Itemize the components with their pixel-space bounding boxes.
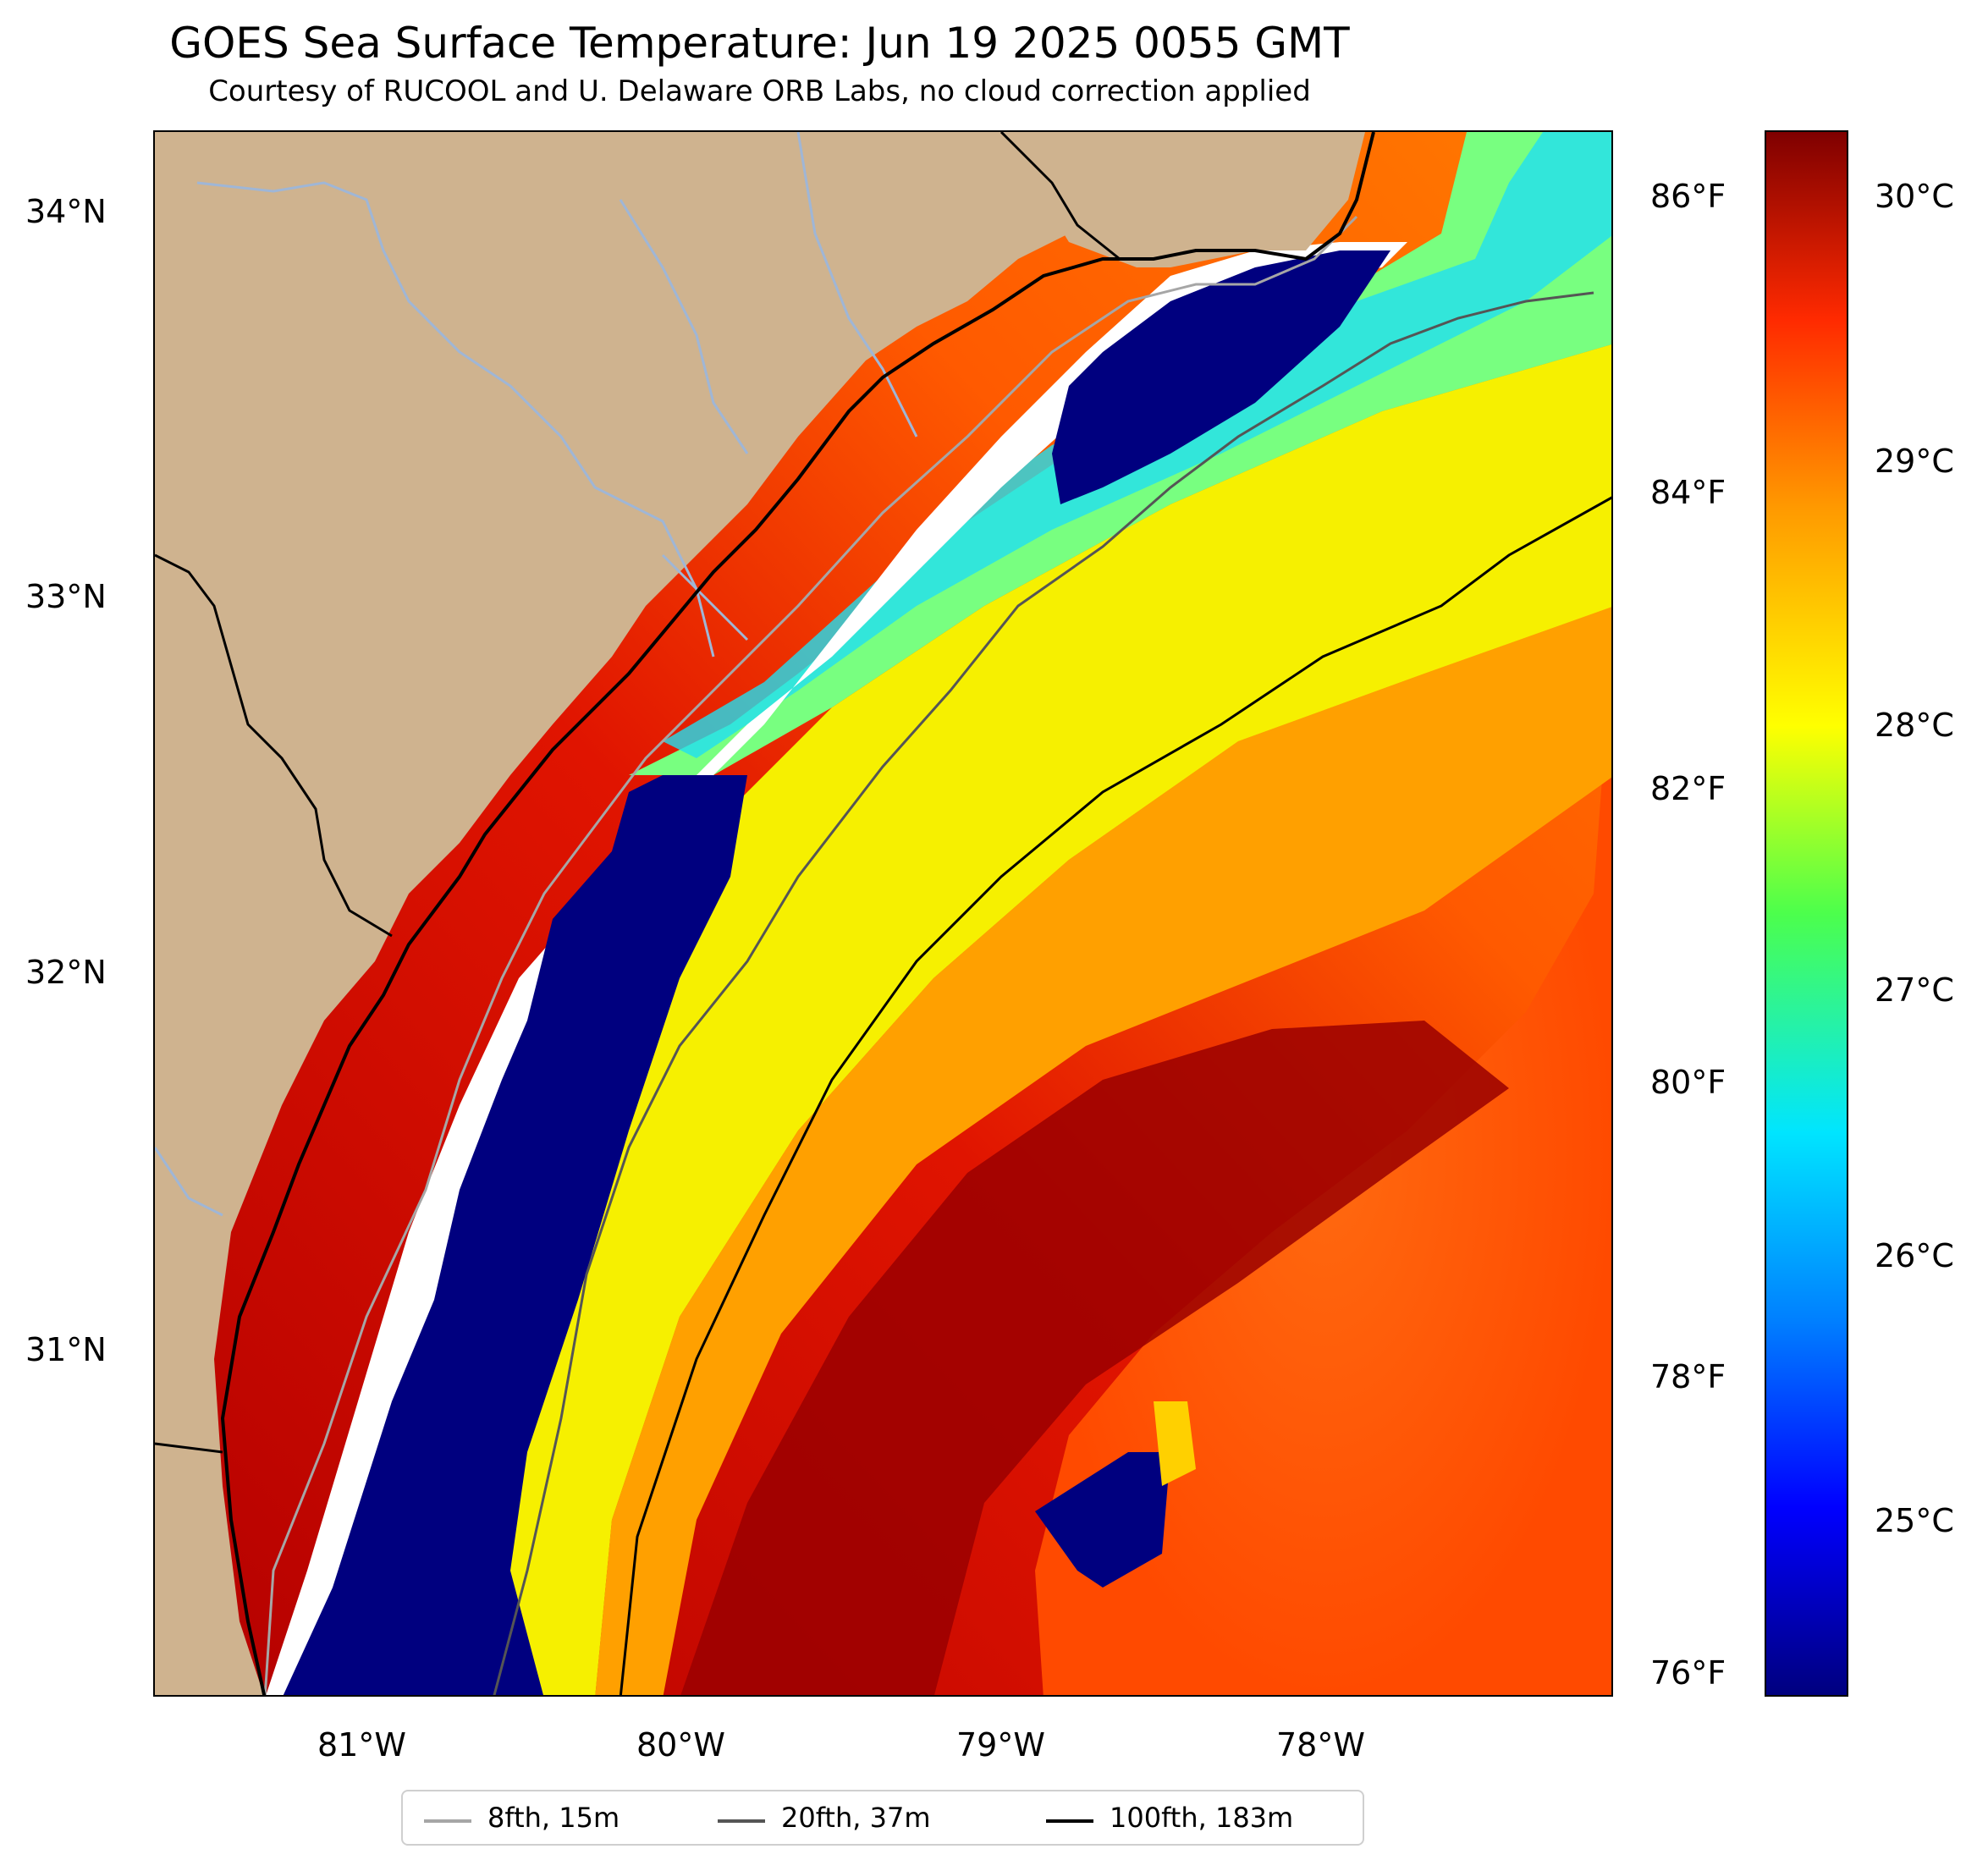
lon-label-80: 80°W	[636, 1726, 725, 1764]
cold-coastal-water	[283, 775, 747, 1695]
legend-label: 20fth, 37m	[781, 1802, 931, 1834]
c-label-27: 27°C	[1875, 971, 1954, 1009]
state-boundaries	[155, 132, 1121, 1454]
c-label-28: 28°C	[1875, 707, 1954, 744]
f-label-82: 82°F	[1650, 770, 1726, 807]
coastline	[220, 132, 1375, 1695]
lon-label-79: 79°W	[956, 1726, 1045, 1764]
bathymetry-contours	[263, 215, 1611, 1695]
legend-swatch	[1046, 1819, 1093, 1823]
contour-20fth	[493, 291, 1594, 1695]
colorbar	[1765, 130, 1848, 1697]
legend-swatch	[424, 1819, 471, 1823]
gulf-stream-core	[680, 1021, 1509, 1695]
cold-patch-edge	[1154, 1401, 1196, 1486]
legend-swatch	[718, 1819, 765, 1823]
chart-subtitle: Courtesy of RUCOOL and U. Delaware ORB L…	[208, 74, 1311, 108]
f-label-76: 76°F	[1650, 1654, 1726, 1692]
c-label-26: 26°C	[1875, 1237, 1954, 1274]
lon-label-78: 78°W	[1276, 1726, 1365, 1764]
lat-label-32: 32°N	[25, 954, 107, 991]
cold-patch	[1035, 1452, 1170, 1588]
f-label-84: 84°F	[1650, 474, 1726, 511]
land	[155, 132, 1611, 1695]
shelf-yellow	[476, 344, 1611, 1695]
legend: 8fth, 15m 20fth, 37m 100fth, 183m	[401, 1790, 1364, 1846]
contour-8fth	[263, 215, 1358, 1695]
c-label-30: 30°C	[1875, 178, 1954, 215]
legend-label: 100fth, 183m	[1110, 1802, 1294, 1834]
legend-label: 8fth, 15m	[487, 1802, 620, 1834]
sst-map	[153, 130, 1613, 1697]
cold-water-north	[1052, 250, 1390, 504]
contour-100fth	[619, 496, 1611, 1695]
lat-label-33: 33°N	[25, 578, 107, 615]
c-label-29: 29°C	[1875, 443, 1954, 480]
f-label-86: 86°F	[1650, 178, 1726, 215]
orange-band	[595, 607, 1611, 1695]
lat-label-34: 34°N	[25, 193, 107, 230]
chart-title: GOES Sea Surface Temperature: Jun 19 202…	[169, 19, 1350, 68]
f-label-80: 80°F	[1650, 1064, 1726, 1101]
f-label-78: 78°F	[1650, 1358, 1726, 1395]
lon-label-81: 81°W	[317, 1726, 406, 1764]
rivers	[155, 132, 918, 1217]
lat-label-31: 31°N	[25, 1331, 107, 1368]
c-label-25: 25°C	[1875, 1502, 1954, 1539]
